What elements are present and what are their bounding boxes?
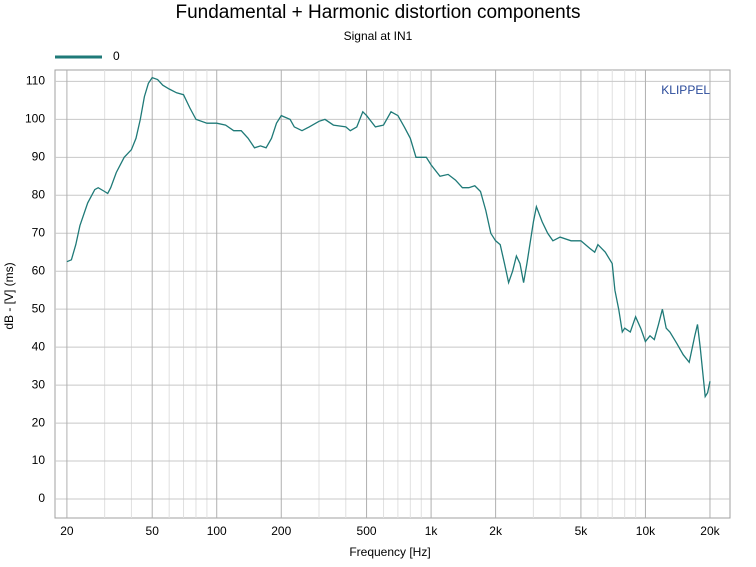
y-tick-label: 90 [32,149,46,163]
chart-subtitle: Signal at IN1 [344,29,413,43]
x-tick-label: 20 [60,524,74,538]
legend-label: 0 [113,49,120,63]
y-tick-label: 50 [32,301,46,315]
x-tick-label: 20k [700,524,720,538]
y-tick-label: 30 [32,377,46,391]
x-tick-label: 2k [489,524,503,538]
y-tick-label: 110 [26,74,45,88]
x-axis-label: Frequency [Hz] [349,545,430,559]
plot-frame [54,69,731,519]
y-tick-label: 80 [32,187,46,201]
x-tick-label: 1k [425,524,439,538]
line-series [66,76,711,399]
y-tick-label: 0 [38,491,45,505]
y-tick-label: 60 [32,263,46,277]
y-tick-label: 70 [32,225,46,239]
x-tick-label: 5k [575,524,589,538]
x-tick-label: 50 [146,524,160,538]
y-tick-label: 100 [25,112,45,126]
x-tick-label: 10k [636,524,656,538]
watermark: KLIPPEL [661,83,710,97]
y-axis-label: dB - [V] (ms) [2,262,16,329]
y-tick-label: 10 [32,453,46,467]
x-tick-label: 500 [357,524,377,538]
grid [55,70,730,518]
x-tick-label: 100 [207,524,227,538]
y-tick-label: 20 [32,415,46,429]
chart-title: Fundamental + Harmonic distortion compon… [175,2,580,23]
x-tick-label: 200 [271,524,291,538]
y-tick-label: 40 [32,339,46,353]
